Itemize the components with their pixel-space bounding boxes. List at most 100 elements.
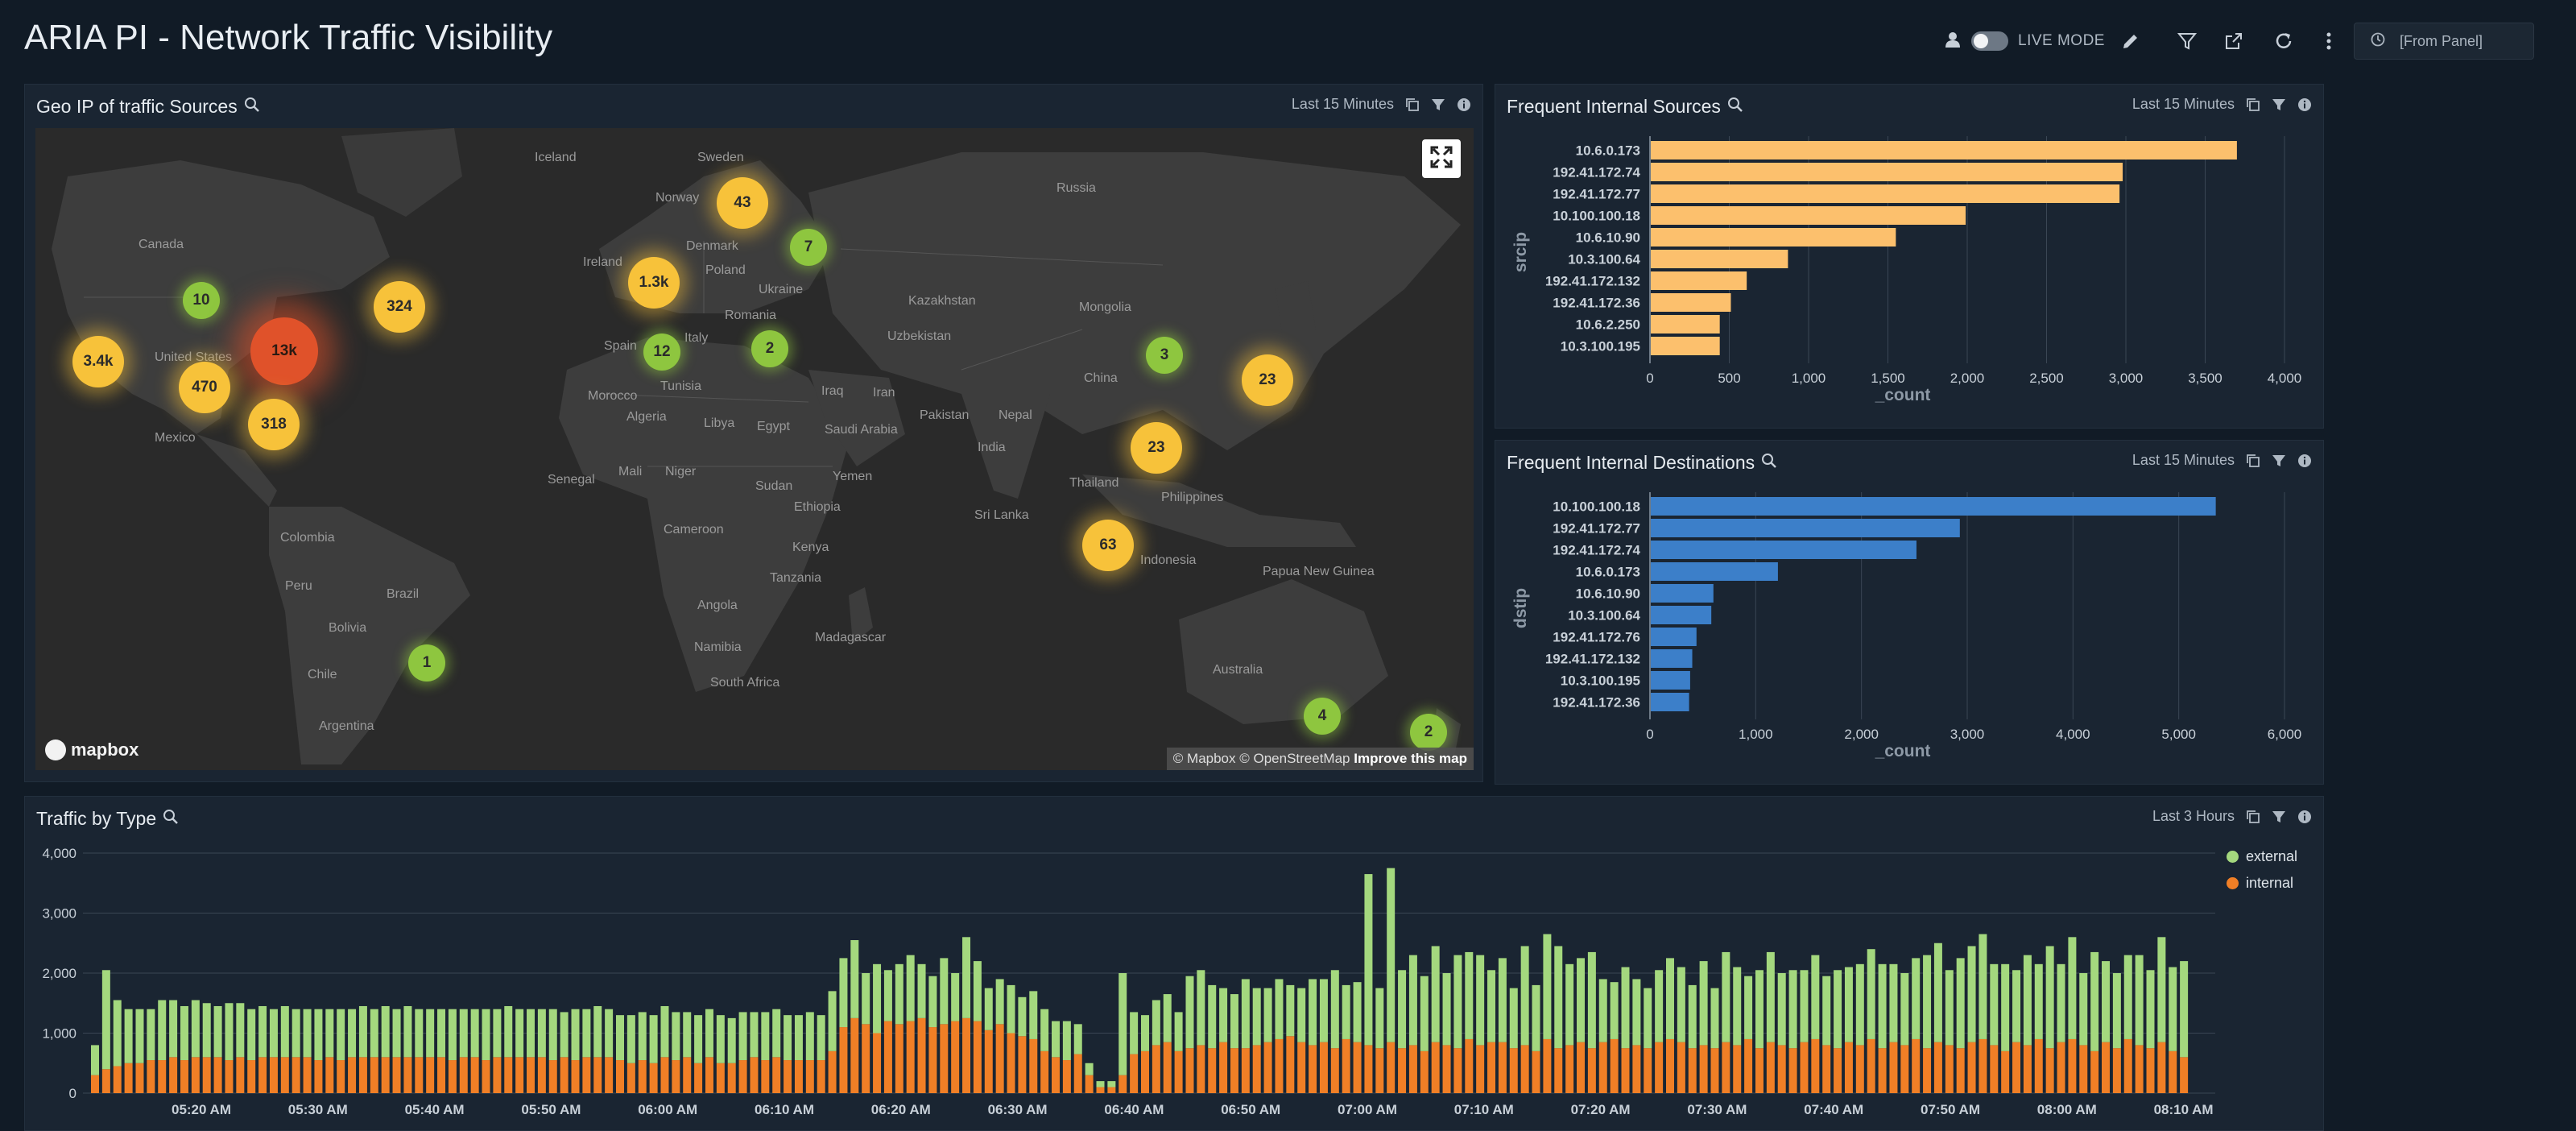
- bar-external[interactable]: [1286, 984, 1295, 1037]
- bar-internal[interactable]: [1062, 1060, 1071, 1093]
- bar-external[interactable]: [258, 1005, 267, 1058]
- bar-internal[interactable]: [683, 1057, 692, 1093]
- bar-internal[interactable]: [1587, 1048, 1596, 1093]
- bar-external[interactable]: [638, 1012, 647, 1061]
- map-cluster[interactable]: 10: [183, 282, 220, 319]
- bar-internal[interactable]: [1967, 1042, 1976, 1093]
- bar-external[interactable]: [2112, 973, 2121, 1049]
- bar-internal[interactable]: [1834, 1048, 1842, 1093]
- refresh-icon[interactable]: [2274, 21, 2293, 61]
- bar-external[interactable]: [158, 1000, 167, 1061]
- bar-external[interactable]: [1900, 973, 1909, 1046]
- bar-internal[interactable]: [1085, 1075, 1094, 1093]
- bar-external[interactable]: [2180, 961, 2189, 1058]
- bar-external[interactable]: [928, 976, 937, 1028]
- bar-internal[interactable]: [1309, 1045, 1317, 1093]
- bar-internal[interactable]: [482, 1060, 490, 1093]
- bar-internal[interactable]: [1577, 1042, 1586, 1093]
- bar-external[interactable]: [1364, 874, 1373, 1046]
- bar-internal[interactable]: [1073, 1054, 1082, 1093]
- bar-external[interactable]: [1465, 951, 1474, 1039]
- bar-internal[interactable]: [314, 1060, 323, 1093]
- bar-internal[interactable]: [1844, 1042, 1853, 1093]
- bar-external[interactable]: [727, 1017, 736, 1063]
- bar-external[interactable]: [1442, 973, 1451, 1046]
- bar[interactable]: [1651, 337, 1720, 355]
- bar-internal[interactable]: [1498, 1042, 1507, 1093]
- bar-external[interactable]: [616, 1015, 624, 1061]
- bar-internal[interactable]: [1442, 1045, 1451, 1093]
- bar-external[interactable]: [1408, 955, 1417, 1046]
- bar-external[interactable]: [883, 970, 892, 1021]
- bar-external[interactable]: [1912, 958, 1921, 1039]
- bar-internal[interactable]: [1375, 1048, 1384, 1093]
- map-cluster[interactable]: 23: [1131, 422, 1182, 474]
- bar-external[interactable]: [1498, 958, 1507, 1042]
- bar-external[interactable]: [995, 979, 1004, 1025]
- bar-internal[interactable]: [571, 1060, 580, 1093]
- info-icon[interactable]: [1457, 97, 1471, 112]
- bar-internal[interactable]: [738, 1060, 747, 1093]
- bar-internal[interactable]: [705, 1057, 713, 1093]
- bar-internal[interactable]: [883, 1021, 892, 1093]
- bar-external[interactable]: [548, 1009, 557, 1061]
- bar-external[interactable]: [1554, 946, 1563, 1049]
- bar-internal[interactable]: [2034, 1038, 2043, 1093]
- bar-internal[interactable]: [1543, 1038, 1552, 1093]
- bar-internal[interactable]: [727, 1063, 736, 1093]
- filter-icon[interactable]: [1431, 97, 1445, 112]
- bar-internal[interactable]: [1811, 1038, 1820, 1093]
- bar-internal[interactable]: [1520, 1045, 1529, 1093]
- bar-internal[interactable]: [191, 1057, 200, 1093]
- bar[interactable]: [1651, 497, 2216, 516]
- bar-external[interactable]: [873, 963, 882, 1034]
- bar-internal[interactable]: [1297, 1042, 1306, 1093]
- bar-external[interactable]: [1185, 976, 1194, 1049]
- bar-external[interactable]: [582, 1009, 591, 1058]
- bar-internal[interactable]: [2090, 1050, 2099, 1093]
- bar-external[interactable]: [448, 1009, 457, 1061]
- map-cluster[interactable]: 2: [1410, 714, 1447, 751]
- copy-icon[interactable]: [2246, 810, 2260, 824]
- bar-external[interactable]: [101, 970, 110, 1070]
- map-cluster[interactable]: 23: [1242, 354, 1293, 406]
- bar-internal[interactable]: [862, 1024, 870, 1093]
- bar-internal[interactable]: [962, 1017, 971, 1093]
- bar-external[interactable]: [1197, 970, 1205, 1046]
- bar-internal[interactable]: [1800, 1042, 1809, 1093]
- bar-internal[interactable]: [1364, 1045, 1373, 1093]
- map-cluster[interactable]: 1: [408, 644, 445, 682]
- map-cluster[interactable]: 3.4k: [72, 336, 124, 387]
- legend-item-external[interactable]: external: [2227, 848, 2297, 865]
- bar-external[interactable]: [626, 1015, 635, 1063]
- bar-internal[interactable]: [1096, 1087, 1105, 1093]
- bar[interactable]: [1651, 649, 1693, 668]
- bar-external[interactable]: [325, 1009, 334, 1058]
- bar-external[interactable]: [1062, 1021, 1071, 1061]
- bar-external[interactable]: [817, 1015, 825, 1061]
- bar-external[interactable]: [2102, 961, 2111, 1042]
- bar-external[interactable]: [906, 955, 915, 1021]
- bar-internal[interactable]: [325, 1057, 334, 1093]
- map-cluster[interactable]: 12: [643, 334, 680, 371]
- map-cluster[interactable]: 1.3k: [628, 257, 680, 309]
- bar-internal[interactable]: [247, 1060, 256, 1093]
- map-cluster[interactable]: 470: [179, 362, 230, 413]
- bar-internal[interactable]: [1286, 1036, 1295, 1093]
- bar-internal[interactable]: [1688, 1048, 1697, 1093]
- bar-internal[interactable]: [1912, 1038, 1921, 1093]
- bar-external[interactable]: [1319, 979, 1328, 1042]
- bar-external[interactable]: [1263, 988, 1272, 1042]
- bar-external[interactable]: [2034, 963, 2043, 1039]
- bar-internal[interactable]: [1208, 1048, 1217, 1093]
- bar[interactable]: [1651, 606, 1712, 624]
- bar-external[interactable]: [348, 1009, 357, 1058]
- bar-external[interactable]: [403, 1005, 412, 1058]
- bar-external[interactable]: [358, 1005, 367, 1058]
- bar-internal[interactable]: [1263, 1042, 1272, 1093]
- bar-external[interactable]: [1509, 988, 1518, 1049]
- bar-internal[interactable]: [470, 1057, 479, 1093]
- bar-external[interactable]: [1275, 979, 1284, 1039]
- bar-external[interactable]: [1007, 984, 1015, 1034]
- bar-external[interactable]: [2146, 970, 2155, 1049]
